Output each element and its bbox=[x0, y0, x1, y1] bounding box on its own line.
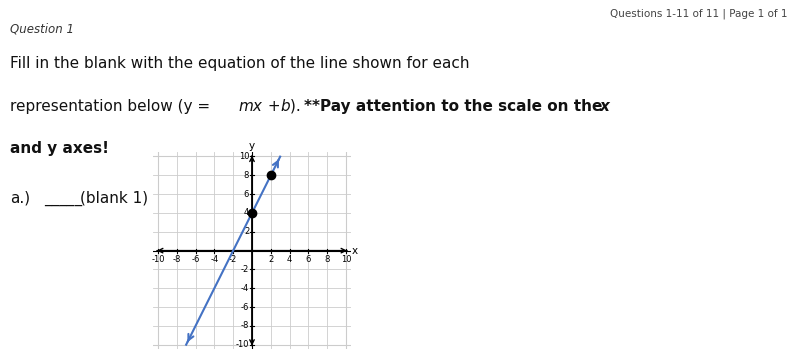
Text: 4: 4 bbox=[287, 255, 292, 264]
Text: -4: -4 bbox=[241, 284, 249, 293]
Text: 10: 10 bbox=[341, 255, 351, 264]
Text: -8: -8 bbox=[173, 255, 181, 264]
Text: 2: 2 bbox=[268, 255, 274, 264]
Text: y: y bbox=[249, 141, 255, 151]
Text: **Pay attention to the scale on the: **Pay attention to the scale on the bbox=[304, 99, 608, 114]
Text: x: x bbox=[600, 99, 610, 114]
Text: 4: 4 bbox=[244, 209, 249, 217]
Text: (blank 1): (blank 1) bbox=[80, 191, 148, 205]
Text: -4: -4 bbox=[210, 255, 218, 264]
Text: 8: 8 bbox=[244, 171, 249, 180]
Text: 10: 10 bbox=[238, 152, 249, 161]
Text: b: b bbox=[280, 99, 290, 114]
Text: -6: -6 bbox=[241, 303, 249, 312]
Text: mx: mx bbox=[238, 99, 262, 114]
Text: ).: ). bbox=[290, 99, 306, 114]
Text: a.): a.) bbox=[10, 191, 30, 205]
Text: representation below (y =: representation below (y = bbox=[10, 99, 215, 114]
Text: -2: -2 bbox=[229, 255, 238, 264]
Text: Question 1: Question 1 bbox=[10, 23, 74, 36]
Text: -6: -6 bbox=[191, 255, 200, 264]
Text: -2: -2 bbox=[241, 265, 249, 274]
Text: 8: 8 bbox=[325, 255, 330, 264]
Text: +: + bbox=[263, 99, 286, 114]
Text: 6: 6 bbox=[306, 255, 311, 264]
Text: Fill in the blank with the equation of the line shown for each: Fill in the blank with the equation of t… bbox=[10, 56, 470, 71]
Text: -8: -8 bbox=[241, 322, 249, 330]
Text: _____: _____ bbox=[44, 191, 82, 205]
Text: -10: -10 bbox=[236, 340, 249, 349]
Text: 2: 2 bbox=[244, 227, 249, 236]
Text: 6: 6 bbox=[244, 190, 249, 199]
Text: x: x bbox=[352, 246, 358, 256]
Text: Questions 1-11 of 11 | Page 1 of 1: Questions 1-11 of 11 | Page 1 of 1 bbox=[610, 9, 788, 19]
Text: -10: -10 bbox=[151, 255, 165, 264]
Text: and y axes!: and y axes! bbox=[10, 141, 110, 156]
